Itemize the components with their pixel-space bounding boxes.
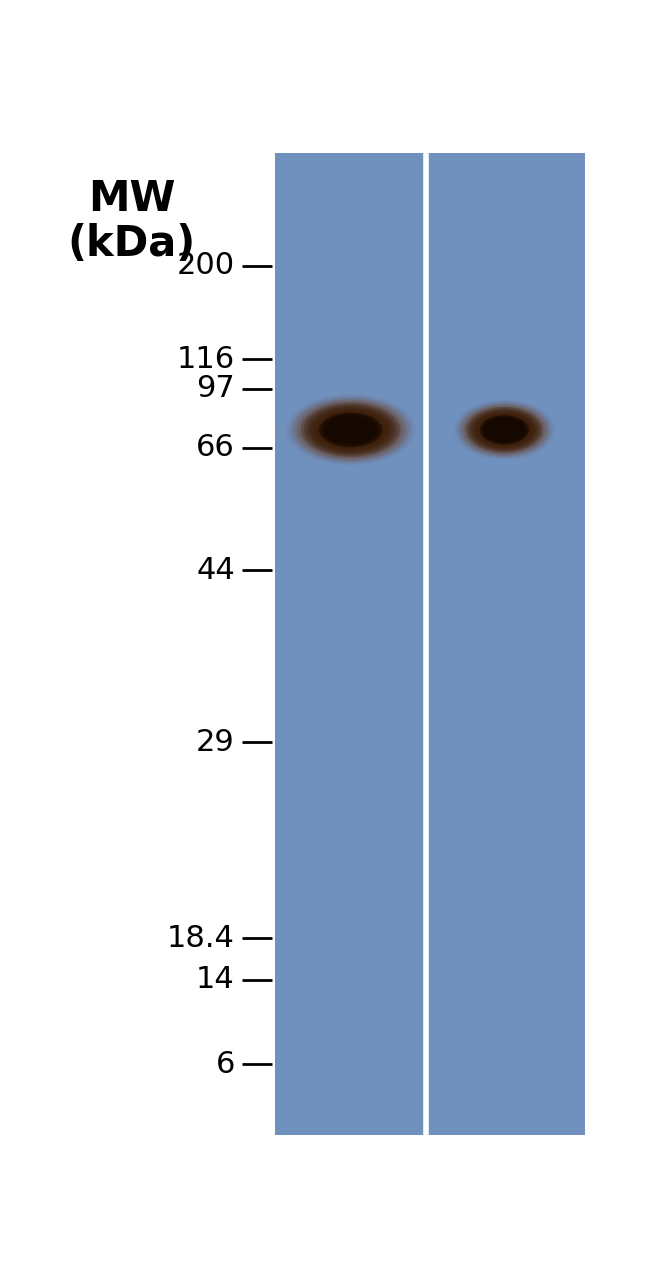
Text: MW
(kDa): MW (kDa) xyxy=(68,177,196,265)
Ellipse shape xyxy=(473,411,536,449)
Ellipse shape xyxy=(494,423,515,436)
Ellipse shape xyxy=(328,418,373,442)
Ellipse shape xyxy=(326,416,376,444)
Bar xyxy=(275,153,585,1135)
Text: 200: 200 xyxy=(177,251,235,280)
Ellipse shape xyxy=(482,417,526,442)
Text: 14: 14 xyxy=(196,965,235,994)
Ellipse shape xyxy=(485,418,524,441)
Ellipse shape xyxy=(497,425,512,435)
Ellipse shape xyxy=(468,408,541,451)
Ellipse shape xyxy=(492,422,517,437)
Ellipse shape xyxy=(298,400,404,459)
Ellipse shape xyxy=(310,408,391,453)
Ellipse shape xyxy=(341,425,361,436)
Ellipse shape xyxy=(463,405,545,454)
Ellipse shape xyxy=(465,407,543,453)
Ellipse shape xyxy=(316,411,385,449)
Text: 97: 97 xyxy=(196,374,235,403)
Ellipse shape xyxy=(487,419,522,440)
Ellipse shape xyxy=(304,404,397,455)
Ellipse shape xyxy=(292,398,410,462)
Ellipse shape xyxy=(322,414,379,445)
Ellipse shape xyxy=(337,422,364,437)
Ellipse shape xyxy=(313,409,388,450)
Text: 66: 66 xyxy=(196,434,235,462)
Ellipse shape xyxy=(475,413,534,448)
Ellipse shape xyxy=(332,419,370,440)
Text: 18.4: 18.4 xyxy=(167,924,235,952)
Text: 29: 29 xyxy=(196,728,235,756)
Ellipse shape xyxy=(480,416,529,445)
Ellipse shape xyxy=(307,405,395,454)
Ellipse shape xyxy=(295,399,407,460)
Text: 6: 6 xyxy=(216,1049,235,1079)
Text: 44: 44 xyxy=(196,556,235,585)
Ellipse shape xyxy=(478,414,531,446)
Text: 116: 116 xyxy=(177,344,235,374)
Ellipse shape xyxy=(301,403,400,458)
Ellipse shape xyxy=(289,395,413,464)
Ellipse shape xyxy=(471,409,538,450)
Ellipse shape xyxy=(335,421,367,439)
Ellipse shape xyxy=(456,402,552,459)
Ellipse shape xyxy=(319,413,382,448)
Ellipse shape xyxy=(459,403,550,456)
Ellipse shape xyxy=(489,421,519,439)
Ellipse shape xyxy=(461,404,548,455)
